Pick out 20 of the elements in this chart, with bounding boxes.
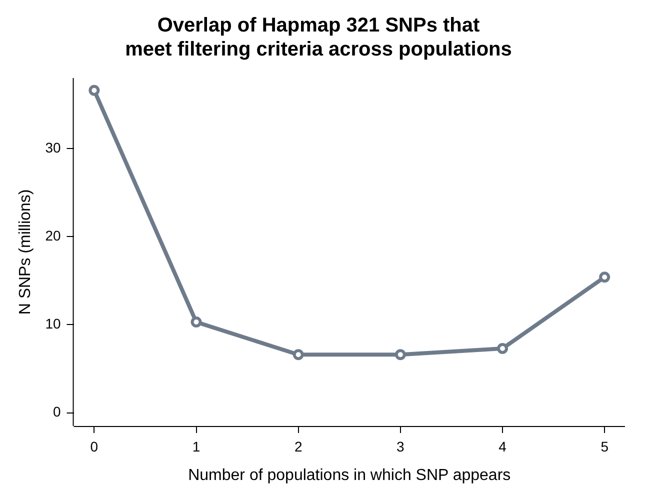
y-tick-label: 30	[45, 139, 61, 156]
point	[88, 84, 100, 96]
point	[190, 316, 202, 328]
x-tick-label: 3	[396, 438, 405, 454]
point	[599, 272, 610, 283]
text: meet filtering criteria across populations	[125, 38, 512, 61]
x-axis-title: Number of populations in which SNP appears	[188, 466, 511, 484]
point	[497, 342, 508, 354]
text: Overlap of Hapmap 321 SNPs that	[157, 14, 480, 37]
point	[394, 349, 406, 360]
x-tick-label: 1	[192, 438, 200, 454]
x-tick-label: 0	[90, 438, 98, 454]
x-tick-label: 4	[498, 438, 507, 454]
y-tick-label: 10	[45, 316, 61, 332]
x-tick-label: 5	[600, 438, 609, 454]
y-tick-label: 0	[52, 404, 61, 420]
y-tick-label: 20	[45, 227, 61, 244]
y-axis-title: N SNPs (millions)	[17, 189, 34, 315]
x-tick-label: 2	[294, 438, 302, 454]
point	[292, 349, 304, 360]
